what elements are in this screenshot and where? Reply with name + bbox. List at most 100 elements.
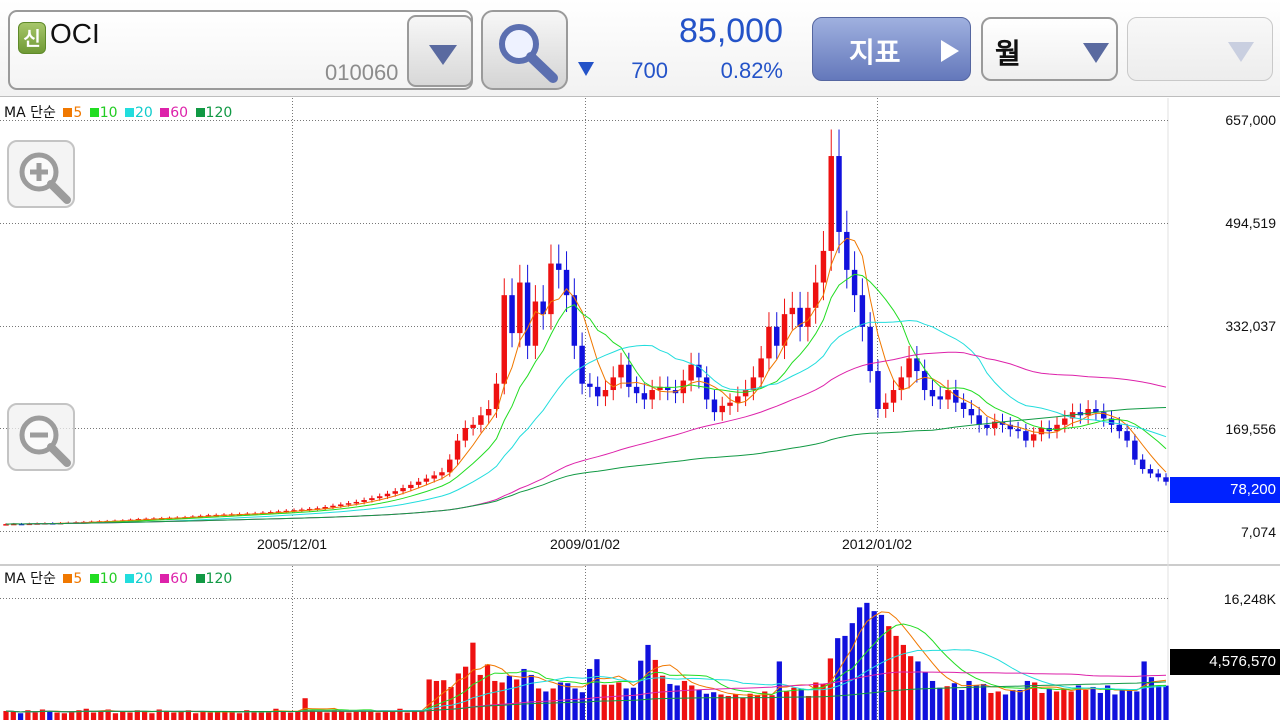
volume-bar [207, 712, 213, 720]
candle-body [906, 358, 912, 378]
volume-bar [280, 710, 286, 720]
volume-bar [667, 683, 673, 720]
volume-bar [214, 710, 221, 720]
candle-body [1015, 429, 1021, 432]
indicator-button[interactable]: 지표 [812, 17, 971, 81]
volume-bar [587, 668, 593, 720]
volume-bar [360, 710, 367, 720]
volume-bar [754, 695, 761, 720]
volume-bar [966, 680, 972, 720]
volume-bar [535, 688, 542, 720]
price-change: 700 [631, 58, 668, 83]
volume-bar [112, 713, 119, 720]
volume-bar [1148, 677, 1155, 720]
price-ma-line [5, 237, 1167, 525]
candle-body [1038, 427, 1045, 435]
current-volume-tag: 4,576,570 [1170, 649, 1280, 675]
volume-bar [791, 687, 797, 720]
volume-bar [32, 712, 38, 720]
candle-body [1155, 473, 1161, 478]
candle-body [501, 295, 507, 384]
stock-dropdown-button[interactable] [407, 15, 473, 87]
price-ma-line [5, 407, 1167, 525]
candle-body [579, 345, 585, 384]
candle-body [851, 269, 858, 296]
candle-body [376, 496, 383, 499]
x-tick-label: 2005/12/01 [256, 536, 328, 552]
volume-bar [433, 680, 440, 720]
period-label: 월 [995, 37, 1021, 70]
legend-ma10: 10 [89, 571, 118, 587]
volume-bar [871, 611, 877, 720]
top-toolbar: 신 OCI 010060 85,000 700 0.82% 지표 월 [0, 0, 1280, 97]
x-tick-label: 2009/01/02 [549, 536, 621, 552]
volume-bar [1032, 682, 1038, 720]
y-tick-label: 494,519 [1225, 215, 1276, 231]
indicator-label: 지표 [849, 36, 901, 69]
candle-body [556, 263, 562, 270]
candle-body [890, 390, 897, 403]
volume-bar [1141, 661, 1147, 720]
volume-bar [90, 712, 97, 720]
volume-bar [54, 712, 60, 720]
volume-bar [915, 661, 921, 720]
legend-ma5: 5 [63, 105, 82, 121]
volume-bar [645, 644, 651, 720]
volume-bar [419, 710, 425, 720]
volume-bar [1090, 686, 1096, 720]
candle-body [657, 386, 663, 391]
volume-bar [959, 689, 965, 720]
volume-bar [630, 687, 637, 720]
candle-body [649, 390, 655, 400]
volume-bar [375, 712, 381, 720]
volume-bar [506, 675, 513, 720]
volume-bar [236, 713, 243, 720]
volume-bar [331, 709, 337, 720]
volume-bar [849, 623, 855, 720]
play-arrow-icon [941, 40, 959, 62]
stock-selector[interactable]: 신 OCI 010060 [8, 10, 473, 90]
secondary-select[interactable] [1127, 17, 1273, 81]
volume-bar [404, 712, 410, 720]
candle-body [703, 377, 710, 400]
candle-body [1085, 408, 1091, 416]
candle-body [789, 307, 796, 315]
volume-bar [368, 710, 374, 720]
candle-body [618, 364, 624, 378]
candle-body [392, 491, 398, 494]
candle-body [812, 282, 819, 308]
candle-body [493, 383, 500, 409]
volume-bar [390, 710, 396, 720]
candle-body [509, 295, 515, 334]
volume-bar [1126, 689, 1133, 720]
volume-bar [1112, 694, 1118, 720]
candle-body [532, 301, 539, 346]
candle-body [408, 484, 414, 489]
zoom-in-button[interactable] [7, 140, 75, 208]
period-select[interactable]: 월 [981, 17, 1118, 81]
candle-body [602, 390, 609, 397]
zoom-out-icon [19, 415, 71, 467]
volume-bar [805, 695, 812, 720]
candle-body [353, 501, 360, 504]
volume-bar [929, 680, 936, 720]
candle-body [696, 364, 702, 378]
candle-body [1093, 408, 1099, 413]
candle-body [976, 415, 982, 425]
volume-bar [725, 695, 731, 720]
search-button[interactable] [481, 10, 568, 90]
candle-body [898, 377, 905, 391]
volume-bar [105, 709, 111, 720]
candle-body [330, 505, 336, 508]
volume-bar [557, 682, 564, 720]
volume-bar [944, 686, 950, 720]
volume-bar [185, 710, 192, 720]
volume-bar [295, 711, 301, 720]
volume-bar [696, 689, 702, 720]
candle-body [1124, 431, 1130, 441]
zoom-out-button[interactable] [7, 403, 75, 471]
volume-bar [674, 685, 680, 720]
volume-bar [1156, 685, 1162, 720]
volume-bar [156, 709, 162, 720]
